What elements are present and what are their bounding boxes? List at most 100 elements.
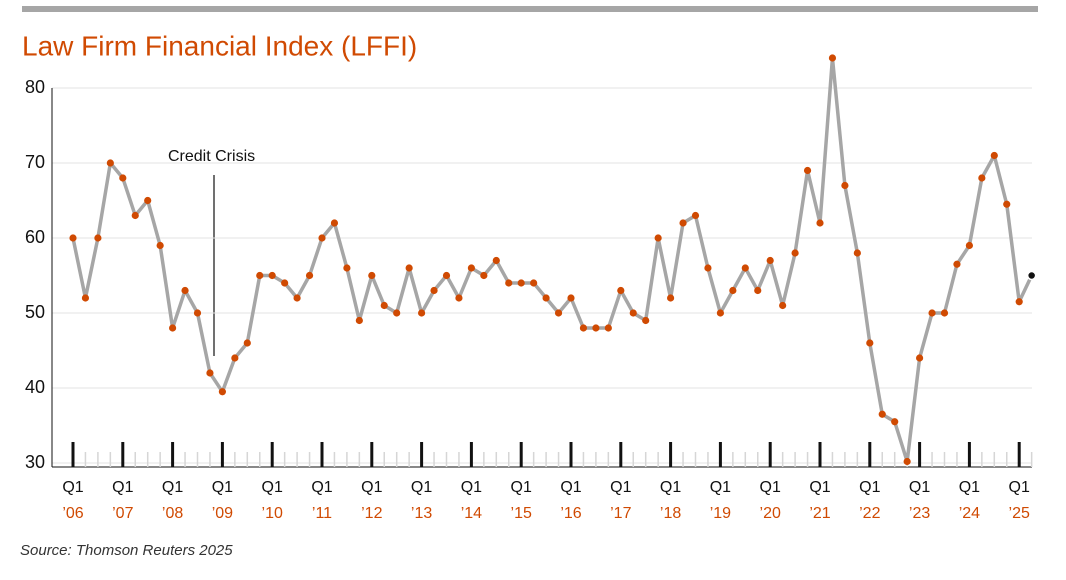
marker (480, 271, 488, 280)
quarter-label: Q1 (461, 479, 482, 496)
marker (990, 151, 998, 160)
x-tick-label: ’10 (262, 505, 283, 522)
marker (679, 219, 687, 227)
quarter-label: Q1 (560, 479, 581, 496)
marker (368, 271, 376, 280)
marker (330, 219, 339, 227)
marker (704, 264, 712, 272)
quarter-label: Q1 (859, 479, 880, 496)
marker (791, 249, 799, 257)
marker (106, 159, 114, 167)
marker (517, 279, 525, 287)
marker (193, 309, 202, 317)
marker (119, 174, 127, 182)
marker (978, 174, 986, 182)
x-tick-label: ’14 (461, 505, 482, 522)
marker (741, 264, 749, 272)
x-tick-label: ’15 (511, 505, 532, 522)
marker (181, 286, 189, 295)
x-tick-label: ’20 (760, 505, 781, 522)
quarter-label: Q1 (262, 479, 283, 496)
line (71, 56, 1034, 464)
marker (243, 339, 251, 347)
marker (505, 279, 513, 287)
quarter-label: Q1 (311, 479, 332, 496)
marker (816, 219, 824, 227)
marker (305, 271, 314, 280)
quarter-label: Q1 (610, 479, 631, 496)
marker (293, 294, 301, 302)
marker (667, 294, 675, 302)
marker (691, 211, 700, 220)
marker (131, 211, 139, 220)
marker (766, 256, 774, 265)
marker (94, 234, 102, 242)
y-tick-label: 70 (25, 152, 45, 172)
quarter-label: Q1 (959, 479, 980, 496)
marker (169, 324, 177, 332)
marker (579, 324, 588, 332)
quarter-label: Q1 (411, 479, 432, 496)
quarter-label: Q1 (909, 479, 930, 496)
marker (156, 241, 164, 250)
annotation: Credit Crisis (168, 148, 255, 165)
y-tick-label: 80 (25, 77, 45, 97)
marker (878, 410, 886, 418)
marker (928, 309, 936, 317)
quarter-label: Q1 (809, 479, 830, 496)
marker (343, 264, 351, 272)
marker (617, 286, 625, 295)
x-tick-label: ’24 (959, 505, 980, 522)
x-tick-label: ’18 (660, 505, 681, 522)
x-tick-label: ’07 (112, 505, 133, 522)
x-tick-label: ’17 (610, 505, 631, 522)
marker (716, 309, 725, 317)
marker (355, 316, 363, 325)
marker (903, 457, 911, 466)
quarter-label: Q1 (361, 479, 382, 496)
marker (1026, 270, 1037, 281)
marker (828, 54, 837, 62)
marker (754, 286, 762, 295)
marker (841, 181, 849, 190)
quarter-label: Q1 (710, 479, 731, 496)
x-tick-label: ’12 (361, 505, 382, 522)
marker (206, 369, 214, 377)
marker (418, 309, 426, 317)
marker (729, 286, 737, 295)
marker (629, 309, 637, 317)
marker (604, 324, 612, 332)
marker (866, 339, 874, 347)
marker (69, 234, 77, 242)
marker (393, 309, 401, 317)
source: Source: Thomson Reuters 2025 (20, 542, 233, 559)
marker (530, 279, 538, 287)
x-tick-label: ’09 (212, 505, 233, 522)
x-tick-label: ’23 (909, 505, 930, 522)
x-tick-label: ’08 (162, 505, 183, 522)
marker (430, 286, 438, 295)
marker (592, 324, 600, 332)
top-rule (22, 6, 1038, 12)
x-tick-label: ’06 (62, 505, 83, 522)
marker (268, 271, 276, 280)
marker (853, 249, 861, 257)
marker (218, 388, 226, 396)
x-tick-label: ’21 (809, 505, 830, 522)
marker (1003, 200, 1011, 208)
marker (940, 309, 949, 317)
marker (256, 271, 264, 280)
marker (916, 354, 924, 362)
marker (654, 234, 662, 242)
marker (442, 271, 451, 280)
quarter-label: Q1 (511, 479, 532, 496)
marker (455, 294, 463, 302)
quarter-label: Q1 (660, 479, 681, 496)
x-tick-label: ’22 (859, 505, 880, 522)
marker (492, 256, 500, 265)
quarter-label: Q1 (212, 479, 233, 496)
y-tick-label: 50 (25, 302, 45, 322)
marker (803, 166, 812, 175)
quarter-label: Q1 (1009, 479, 1030, 496)
